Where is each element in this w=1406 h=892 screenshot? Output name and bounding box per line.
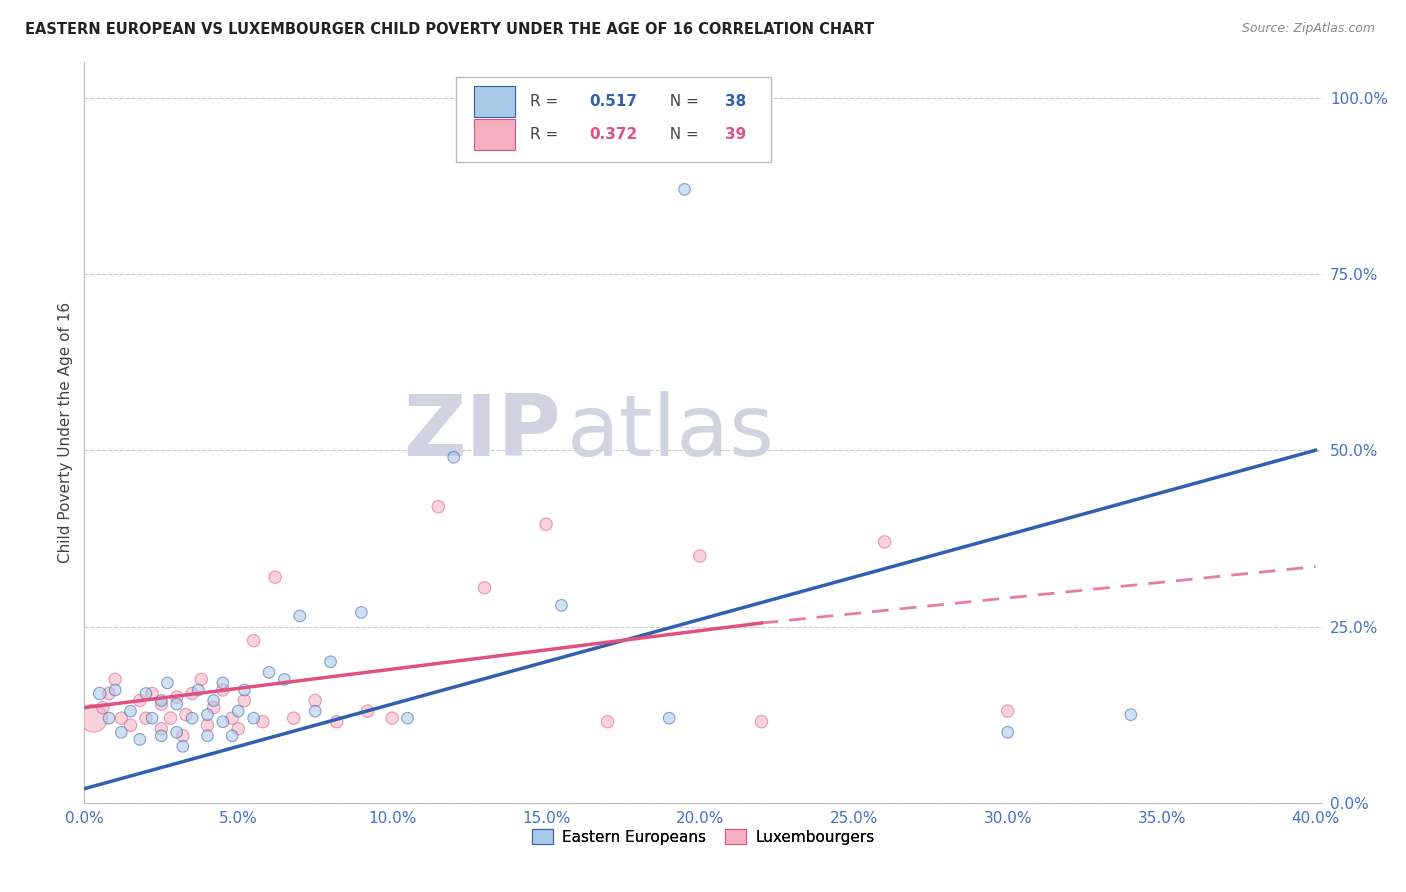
Point [120, 718, 142, 732]
Point [356, 704, 378, 718]
Point [166, 690, 188, 704]
Text: R =: R = [530, 127, 562, 142]
Point [128, 732, 150, 747]
Point [304, 693, 326, 707]
Text: N =: N = [659, 127, 703, 142]
Point [673, 182, 696, 196]
Point [226, 704, 249, 718]
Point [997, 704, 1019, 718]
Point [135, 686, 157, 700]
Point [427, 500, 450, 514]
Point [150, 693, 173, 707]
Point [221, 711, 243, 725]
Text: 38: 38 [725, 95, 747, 109]
Point [233, 683, 256, 698]
Text: N =: N = [659, 95, 703, 109]
Point [474, 581, 496, 595]
Point [172, 739, 194, 754]
Point [658, 711, 681, 725]
Point [150, 697, 173, 711]
Point [141, 711, 163, 725]
Point [273, 673, 295, 687]
Point [997, 725, 1019, 739]
Point [226, 722, 249, 736]
Point [221, 729, 243, 743]
Text: Source: ZipAtlas.com: Source: ZipAtlas.com [1241, 22, 1375, 36]
Point [89, 686, 111, 700]
Text: ZIP: ZIP [404, 391, 561, 475]
Point [304, 704, 326, 718]
Point [264, 570, 287, 584]
Point [326, 714, 349, 729]
Point [596, 714, 619, 729]
Point [242, 711, 264, 725]
Point [1119, 707, 1142, 722]
Point [534, 517, 557, 532]
Legend: Eastern Europeans, Luxembourgers: Eastern Europeans, Luxembourgers [526, 822, 880, 851]
FancyBboxPatch shape [474, 87, 515, 117]
Y-axis label: Child Poverty Under the Age of 16: Child Poverty Under the Age of 16 [58, 302, 73, 563]
Point [283, 711, 305, 725]
Text: atlas: atlas [567, 391, 775, 475]
Point [288, 609, 311, 624]
Point [83, 711, 105, 725]
Point [197, 707, 219, 722]
Point [252, 714, 274, 729]
Point [212, 714, 235, 729]
Point [212, 676, 235, 690]
Point [141, 686, 163, 700]
Point [120, 704, 142, 718]
Point [104, 673, 127, 687]
Point [98, 686, 121, 700]
Text: 0.372: 0.372 [589, 127, 637, 142]
Point [202, 693, 225, 707]
Point [98, 711, 121, 725]
Point [181, 711, 204, 725]
Point [257, 665, 280, 680]
Point [110, 711, 132, 725]
Point [689, 549, 711, 563]
Point [443, 450, 465, 465]
Point [181, 686, 204, 700]
Point [104, 683, 127, 698]
FancyBboxPatch shape [474, 119, 515, 150]
Text: 39: 39 [725, 127, 747, 142]
Point [242, 633, 264, 648]
Point [166, 697, 188, 711]
Point [128, 693, 150, 707]
Point [166, 725, 188, 739]
Text: EASTERN EUROPEAN VS LUXEMBOURGER CHILD POVERTY UNDER THE AGE OF 16 CORRELATION C: EASTERN EUROPEAN VS LUXEMBOURGER CHILD P… [25, 22, 875, 37]
Point [187, 683, 209, 698]
Point [197, 729, 219, 743]
Point [396, 711, 419, 725]
Point [319, 655, 342, 669]
Point [202, 700, 225, 714]
Point [91, 700, 114, 714]
Point [233, 693, 256, 707]
Text: 0.517: 0.517 [589, 95, 637, 109]
Text: R =: R = [530, 95, 562, 109]
Point [212, 683, 235, 698]
Point [150, 722, 173, 736]
Point [350, 606, 373, 620]
Point [135, 711, 157, 725]
Point [197, 718, 219, 732]
Point [550, 599, 572, 613]
FancyBboxPatch shape [456, 78, 770, 162]
Point [159, 711, 181, 725]
Point [110, 725, 132, 739]
Point [190, 673, 212, 687]
Point [150, 729, 173, 743]
Point [381, 711, 404, 725]
Point [751, 714, 773, 729]
Point [174, 707, 197, 722]
Point [172, 729, 194, 743]
Point [873, 535, 896, 549]
Point [156, 676, 179, 690]
